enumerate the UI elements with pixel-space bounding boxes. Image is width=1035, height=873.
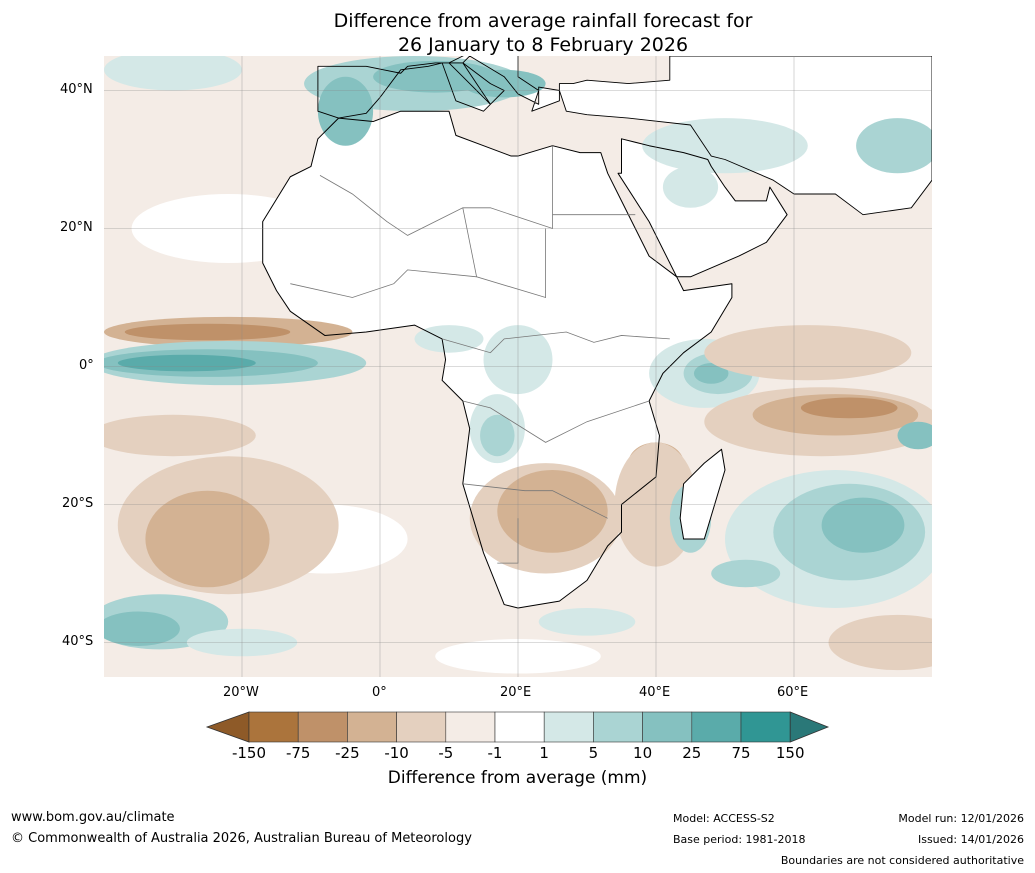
colorbar-tick-label: 1: [539, 744, 549, 762]
colorbar-segment: [445, 711, 496, 743]
footer-copyright: © Commonwealth of Australia 2026, Austra…: [11, 831, 472, 846]
country-border: [441, 331, 670, 354]
colorbar-tick-label: 5: [588, 744, 599, 762]
anomaly-region: [462, 69, 546, 98]
colorbar-segment: [248, 711, 299, 743]
colorbar-over-arrow: [789, 711, 830, 743]
lat-label-40n: 40°N: [60, 82, 93, 97]
anomaly-region: [317, 76, 374, 146]
anomaly-region: [800, 397, 898, 419]
anomaly-region: [497, 470, 608, 553]
rainfall-anomaly-map: [104, 56, 932, 677]
title-line-1: Difference from average rainfall forecas…: [333, 10, 753, 32]
colorbar-under-arrow: [205, 711, 250, 743]
lat-label-0: 0°: [79, 358, 94, 373]
lat-label-20s: 20°S: [62, 496, 94, 511]
colorbar-tick-label: -150: [231, 744, 267, 762]
anomaly-region: [124, 323, 291, 341]
colorbar-tick-label: 150: [775, 744, 805, 762]
colorbar-tick-label: -10: [384, 744, 409, 762]
colorbar-tick-label: -1: [487, 744, 503, 762]
lon-label-60e: 60°E: [777, 685, 809, 700]
eurasia-coastline: [317, 56, 932, 216]
anomaly-region: [117, 354, 256, 372]
colorbar-segment: [347, 711, 397, 743]
colorbar-segment: [642, 711, 693, 743]
anomaly-region: [414, 325, 484, 353]
anomaly-region: [856, 118, 932, 174]
anomaly-region: [821, 497, 905, 553]
colorbar-tick-label: 10: [633, 744, 653, 762]
footer-model-run: Model run: 12/01/2026: [898, 812, 1024, 825]
anomaly-region: [538, 608, 636, 636]
lon-label-20e: 20°E: [500, 685, 532, 700]
anomaly-region: [480, 414, 515, 457]
anomaly-region: [662, 166, 719, 208]
colorbar-label: Difference from average (mm): [387, 768, 648, 788]
colorbar: [205, 711, 830, 743]
colorbar-tick-label: 75: [731, 744, 751, 762]
anomaly-region: [104, 611, 180, 646]
country-border: [462, 400, 650, 443]
colorbar-tick-label: -75: [285, 744, 311, 762]
madagascar-coastline: [679, 448, 726, 540]
anomaly-region: [104, 414, 256, 457]
footer-base-period: Base period: 1981-2018: [673, 833, 806, 846]
colorbar-tick-label: -5: [438, 744, 454, 762]
colorbar-tick-label: 25: [682, 744, 702, 762]
anomaly-region: [642, 118, 808, 174]
colorbar-segment: [543, 711, 594, 743]
country-border: [319, 145, 553, 236]
arabia-coastline: [617, 138, 788, 278]
africa-coastline: [262, 110, 733, 609]
anomaly-region: [897, 421, 932, 450]
anomaly-region: [145, 490, 270, 588]
colorbar-tick-label: -25: [335, 744, 360, 762]
lat-label-20n: 20°N: [60, 220, 93, 235]
arabia-land-fill: [618, 138, 788, 277]
colorbar-segment: [494, 711, 545, 743]
colorbar-segment: [396, 711, 447, 743]
anomaly-region: [693, 363, 729, 384]
title-line-2: 26 January to 8 February 2026: [397, 34, 689, 56]
country-border: [462, 207, 547, 299]
lon-label-40e: 40°E: [639, 685, 671, 700]
colorbar-segment: [691, 711, 742, 743]
footer-disclaimer: Boundaries are not considered authoritat…: [780, 854, 1024, 867]
country-border: [290, 269, 477, 298]
anomaly-region: [711, 559, 781, 588]
anomaly-region: [704, 325, 912, 381]
footer-model: Model: ACCESS-S2: [673, 812, 775, 825]
lon-label-20w: 20°W: [223, 685, 259, 700]
colorbar-segment: [593, 711, 643, 743]
lon-label-0: 0°: [372, 685, 387, 700]
lat-label-40s: 40°S: [62, 634, 94, 649]
anomaly-region: [104, 56, 242, 91]
footer-url[interactable]: www.bom.gov.au/climate: [11, 810, 175, 825]
colorbar-segment: [740, 711, 791, 743]
colorbar-segment: [297, 711, 348, 743]
footer-issued: Issued: 14/01/2026: [917, 833, 1024, 846]
